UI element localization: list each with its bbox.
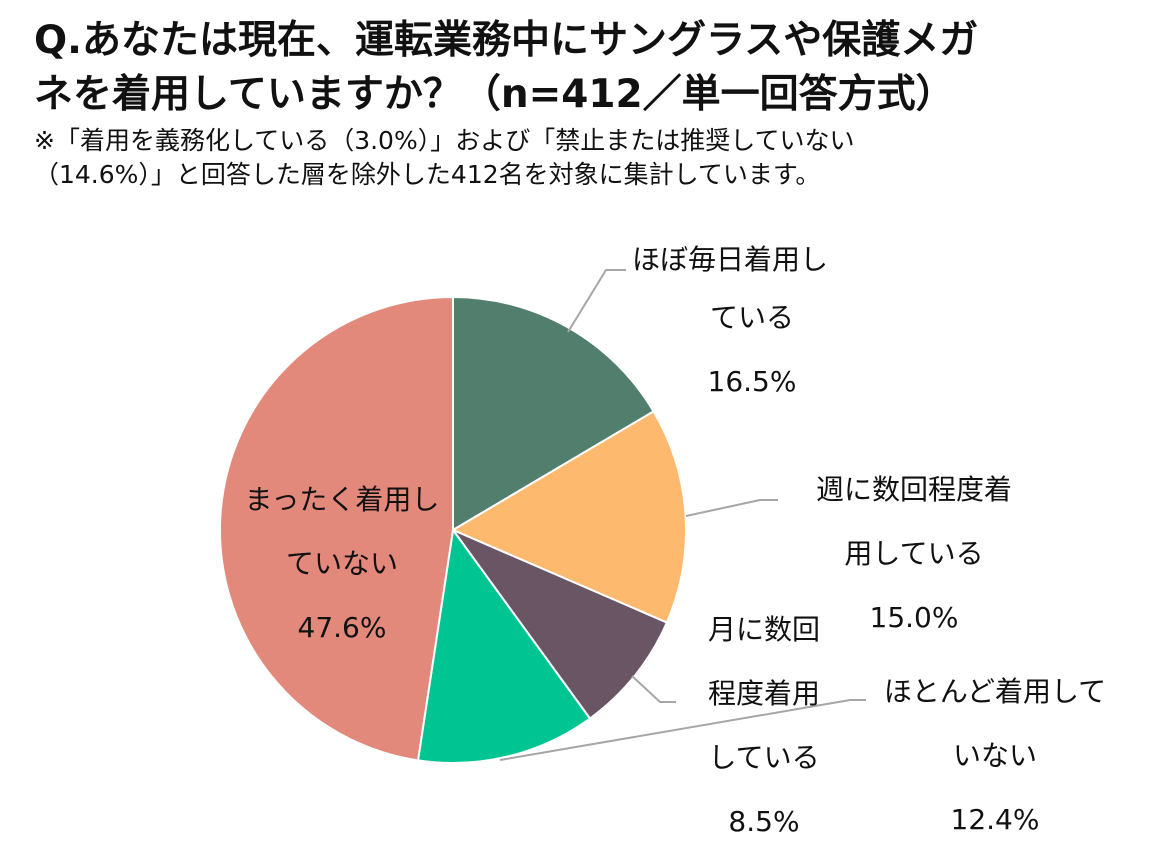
slice-label-daily-cont: ている 16.5% [632,300,872,400]
slice-label-daily: ほぼ毎日着用し [632,242,828,278]
slice-value-daily: 16.5% [707,365,797,398]
slice-value-monthly: 8.5% [728,805,800,838]
slice-value-never: 47.6% [297,611,387,644]
slice-daily [452,295,655,532]
slice-label-monthly: 月に数回 程度着用 している 8.5% [680,612,848,840]
slice-monthly [450,527,669,720]
slice-label-weekly: 週に数回程度着 用している 15.0% [784,472,1044,636]
pie-slices [218,295,687,764]
slice-value-rarely: 12.4% [950,803,1040,836]
slice-weekly [450,410,687,624]
leader-lines [499,269,866,761]
slice-label-rarely-line-1: ほとんど着用して [883,675,1107,708]
slice-label-daily-line-2: ている [709,301,794,334]
slice-label-daily-line-1: ほぼ毎日着用し [632,243,829,276]
footnote-line-1: ※「着用を義務化している（3.0%）」および「禁止または推奨していない [34,126,855,155]
chart-title: Q.あなたは現在、運転業務中にサングラスや保護メガ ネを着用していますか？（n=… [34,14,1154,122]
leader-daily [567,269,626,333]
slice-label-rarely: ほとんど着用して いない 12.4% [870,674,1120,838]
slice-label-never-line-2: ていない [285,547,398,580]
slice-label-rarely-line-2: いない [952,739,1037,772]
slice-label-never-line-1: まったく着用し [244,483,440,516]
leader-monthly [631,675,676,703]
slice-rarely [416,527,592,764]
footnote-line-2: （14.6%）」と回答した層を除外した412名を対象に集計しています。 [34,160,821,189]
leader-weekly [685,499,778,517]
title-line-1: Q.あなたは現在、運転業務中にサングラスや保護メガ [34,18,979,63]
leader-rarely [499,699,866,761]
slice-label-monthly-line-1: 月に数回 [707,613,820,646]
slice-label-never: まったく着用し ていない 47.6% [230,482,454,646]
slice-label-monthly-line-3: している [708,741,820,774]
slice-label-weekly-line-2: 用している [844,537,984,570]
title-line-2: ネを着用していますか？（n=412／単一回答方式） [34,72,955,117]
slice-never [218,295,454,762]
slice-label-weekly-line-1: 週に数回程度着 [815,473,1012,506]
footnote: ※「着用を義務化している（3.0%）」および「禁止または推奨していない （14.… [34,124,1154,192]
slice-label-monthly-line-2: 程度着用 [707,677,820,710]
slice-value-weekly: 15.0% [869,601,959,634]
